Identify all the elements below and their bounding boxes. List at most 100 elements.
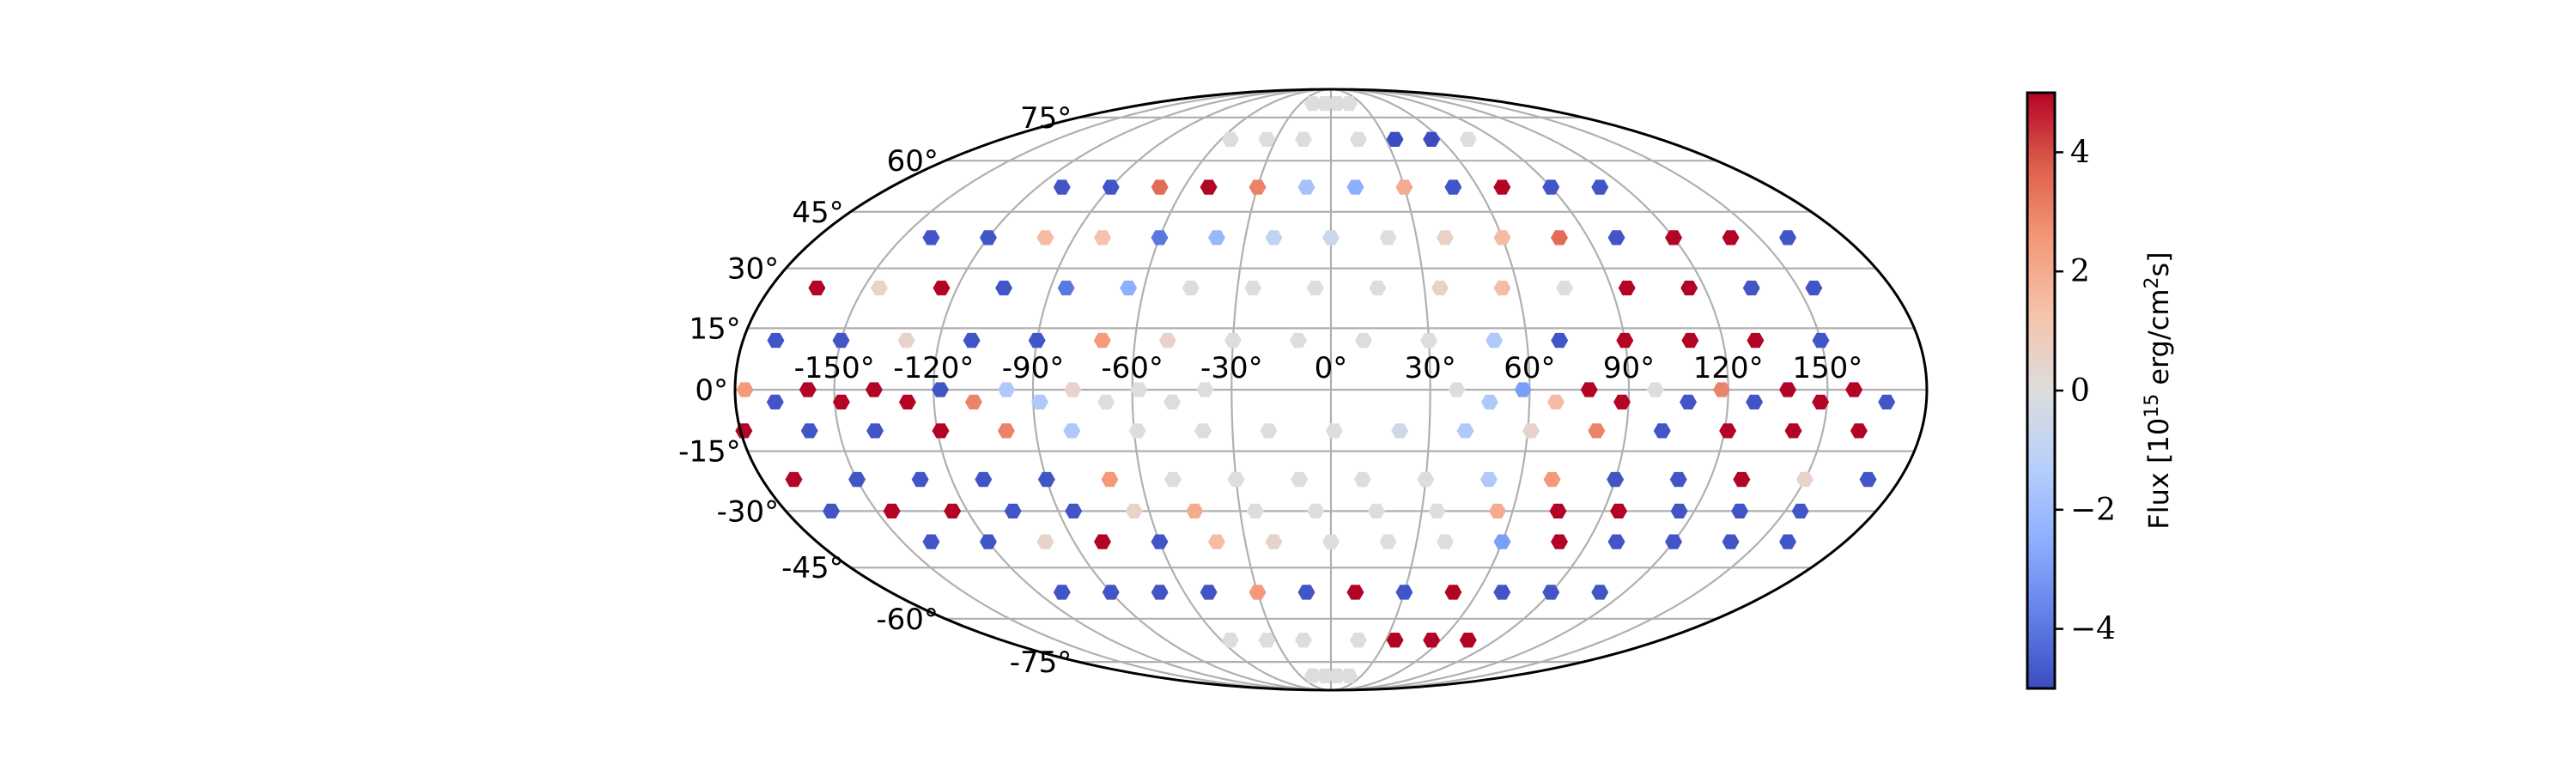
flux-point — [1151, 230, 1169, 246]
flux-point — [1417, 471, 1435, 488]
latitude-tick-label: 0° — [695, 373, 728, 408]
flux-point — [979, 534, 997, 549]
flux-points — [735, 95, 1896, 684]
flux-point — [1386, 633, 1404, 648]
flux-point — [1444, 585, 1462, 600]
flux-point — [800, 423, 818, 439]
flux-point — [823, 503, 841, 519]
flux-point — [1297, 585, 1315, 600]
flux-point — [865, 382, 883, 397]
flux-point — [1479, 471, 1498, 488]
flux-point — [911, 471, 929, 488]
latitude-tick-labels: -75° -60° -45°-30° -15° 0° 15° 30° 45° 60° 75° — [678, 101, 1072, 680]
flux-point — [1102, 585, 1120, 600]
flux-point — [1395, 585, 1413, 600]
flux-point — [1053, 179, 1071, 195]
flux-point — [870, 280, 888, 296]
latitude-tick-label: -60° — [876, 603, 939, 637]
flux-point — [1200, 179, 1218, 195]
flux-point — [1448, 382, 1466, 397]
flux-point — [1746, 394, 1764, 410]
longitude-tick-label: 90° — [1603, 351, 1655, 385]
flux-point — [1423, 131, 1441, 147]
meridian-line — [1031, 89, 1332, 690]
flux-point — [1805, 280, 1823, 296]
colorbar-tick-label: 4 — [2070, 135, 2090, 170]
flux-point — [1200, 585, 1218, 600]
flux-point — [1224, 332, 1242, 349]
flux-point — [1295, 131, 1313, 147]
flux-point — [979, 230, 997, 246]
flux-point — [1428, 503, 1446, 519]
flux-point — [1303, 668, 1321, 684]
flux-point — [1665, 230, 1683, 246]
flux-point — [832, 394, 850, 410]
flux-point — [1493, 585, 1511, 600]
flux-point — [1125, 503, 1143, 519]
flux-point — [1542, 179, 1560, 195]
flux-point — [1227, 471, 1245, 488]
flux-point — [1036, 230, 1054, 246]
flux-point — [1349, 633, 1367, 648]
flux-point — [1591, 179, 1609, 195]
colorbar-tick-label: 0 — [2070, 373, 2090, 409]
flux-point — [1437, 230, 1455, 246]
flux-point — [1340, 668, 1358, 684]
longitude-tick-label: 0° — [1315, 351, 1348, 385]
flux-point — [1607, 230, 1625, 246]
latitude-tick-label: -45° — [781, 551, 844, 585]
flux-point — [1151, 534, 1169, 549]
flux-point — [736, 382, 754, 397]
flux-point — [1493, 534, 1511, 549]
longitude-tick-label: -90° — [1002, 351, 1065, 385]
flux-point — [922, 534, 940, 549]
flux-point — [1186, 503, 1204, 519]
flux-point — [1653, 423, 1671, 439]
flux-point — [1128, 423, 1146, 439]
flux-point — [964, 394, 982, 410]
flux-point — [1340, 95, 1358, 112]
flux-point — [1295, 633, 1313, 648]
flux-point — [933, 280, 951, 296]
flux-point — [1379, 230, 1397, 246]
flux-point — [1444, 179, 1462, 195]
flux-point — [1493, 179, 1511, 195]
flux-point — [1779, 230, 1797, 246]
flux-point — [1346, 179, 1364, 195]
flux-point — [1093, 332, 1111, 349]
latitude-tick-label: 45° — [792, 196, 843, 230]
latitude-tick-label: 30° — [727, 252, 779, 287]
flux-point — [897, 332, 915, 349]
latitude-tick-label: 15° — [689, 312, 740, 346]
flux-point — [1522, 423, 1540, 439]
flux-point — [1120, 280, 1138, 296]
flux-point — [1151, 585, 1169, 600]
flux-point — [1681, 332, 1699, 349]
flux-point — [1514, 382, 1532, 397]
flux-point — [1057, 280, 1075, 296]
longitude-tick-label: 120° — [1693, 351, 1764, 385]
flux-point — [1130, 382, 1148, 397]
flux-point — [1249, 585, 1267, 600]
flux-point — [1485, 332, 1504, 349]
flux-point — [963, 332, 981, 349]
flux-point — [1028, 332, 1046, 349]
flux-point — [1315, 668, 1334, 684]
flux-point — [808, 280, 826, 296]
flux-point — [1353, 471, 1371, 488]
flux-point — [1812, 394, 1830, 410]
map-boundary — [733, 88, 1929, 692]
flux-point — [1480, 394, 1498, 410]
flux-point — [1878, 394, 1896, 410]
flux-point — [1616, 332, 1634, 349]
flux-point — [1065, 503, 1083, 519]
flux-point — [1779, 534, 1797, 549]
latitude-tick-label: 75° — [1020, 101, 1072, 136]
flux-point — [767, 332, 785, 349]
latitude-tick-label: -15° — [678, 435, 741, 470]
flux-point — [898, 394, 916, 410]
colorbar-label: Flux [1015 erg/cm2s] — [2142, 252, 2176, 529]
longitude-tick-label: 30° — [1405, 351, 1456, 385]
flux-point — [1349, 131, 1367, 147]
